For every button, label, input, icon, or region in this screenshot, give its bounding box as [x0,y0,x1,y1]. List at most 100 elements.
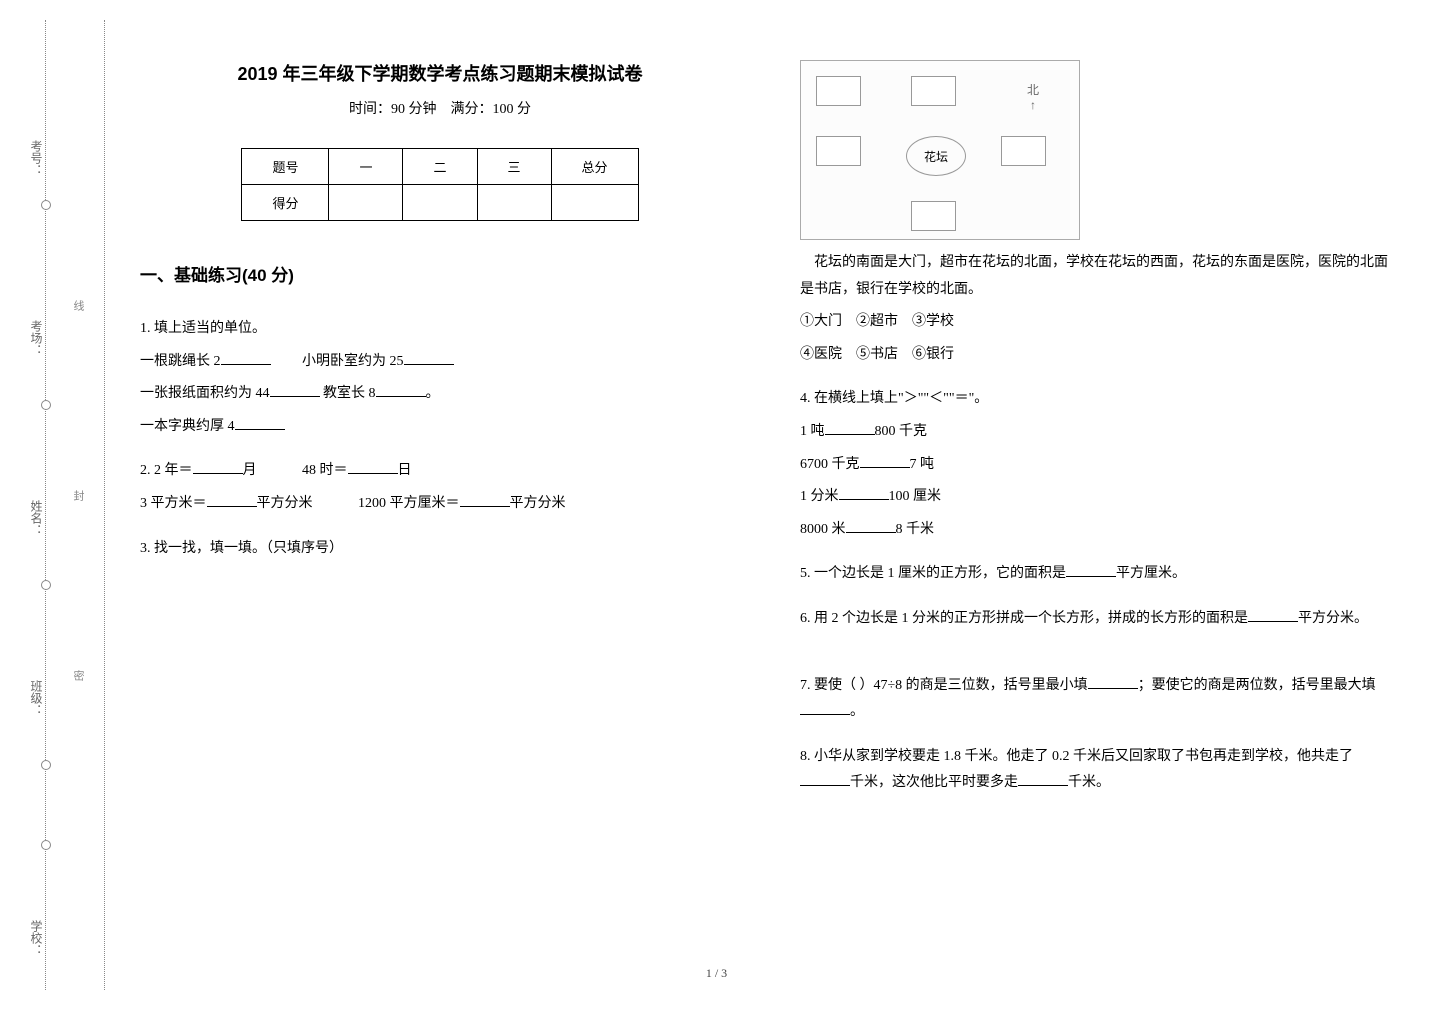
score-table: 题号 一 二 三 总分 得分 [241,148,638,221]
question-2: 2. 2 年＝月 48 时＝日 3 平方米＝平方分米 1200 平方厘米＝平方分… [140,458,740,517]
q3-desc: 花坛的南面是大门，超市在花坛的北面，学校在花坛的西面，花坛的东面是医院，医院的北… [800,250,1400,303]
blank[interactable] [1248,606,1298,622]
q4-l1a: 1 吨 [800,424,825,439]
left-column: 2019 年三年级下学期数学考点练习题期末模拟试卷 时间：90 分钟 满分：10… [140,60,740,815]
q2-p3b: 平方分米 [257,496,313,511]
question-5: 5. 一个边长是 1 厘米的正方形，它的面积是 平方厘米。 [800,561,1400,588]
q7-a: 要使（ ）47÷8 的商是三位数，括号里最小填 [814,678,1088,693]
binding-circle [41,200,51,210]
section-heading: 一、基础练习(40 分) [140,261,740,286]
q4-l3b: 100 厘米 [889,489,942,504]
q5-num: 5. [800,566,811,581]
q1-l1a: 一根跳绳长 2 [140,354,221,369]
binding-label-class: 班级： [28,680,45,716]
q1-l2a: 一张报纸面积约为 44 [140,386,270,401]
blank[interactable] [825,419,875,435]
th-total: 总分 [551,149,638,185]
q6-a: 用 2 个边长是 1 分米的正方形拼成一个长方形，拼成的长方形的面积是 [814,611,1248,626]
q8-a: 小华从家到学校要走 1.8 千米。他走了 0.2 千米后又回家取了书包再走到学校… [814,749,1353,764]
binding-circle [41,840,51,850]
score-cell [551,185,638,221]
q2-p2b: 日 [398,463,412,478]
binding-inner-secret: 密 [70,670,86,681]
north-arrow: 北↑ [1027,81,1039,113]
q4-text: 在横线上填上"＞""＜""＝"。 [814,391,988,406]
q1-text: 填上适当的单位。 [154,321,266,336]
blank[interactable] [800,699,850,715]
blank[interactable] [839,484,889,500]
blank[interactable] [860,452,910,468]
blank[interactable] [235,414,285,430]
page-content: 2019 年三年级下学期数学考点练习题期末模拟试卷 时间：90 分钟 满分：10… [140,60,1400,815]
binding-inner-line: 线 [70,300,86,311]
q1-l2c: 。 [426,386,440,401]
blank[interactable] [460,491,510,507]
binding-inner-seal: 封 [70,490,86,501]
blank[interactable] [270,381,320,397]
q8-b: 千米，这次他比平时要多走 [850,775,1018,790]
q3-diagram: 北↑ 花坛 [800,60,1080,240]
blank[interactable] [1066,561,1116,577]
binding-label-school: 学校： [28,920,45,956]
q6-num: 6. [800,611,811,626]
exam-title: 2019 年三年级下学期数学考点练习题期末模拟试卷 [140,60,740,86]
diagram-cell [1001,136,1046,166]
blank[interactable] [1088,673,1138,689]
q3-opts1: ①大门 ②超市 ③学校 [800,309,1400,336]
q8-c: 千米。 [1068,775,1110,790]
question-1: 1. 填上适当的单位。 一根跳绳长 2 小明卧室约为 25 一张报纸面积约为 4… [140,316,740,440]
q1-l1b: 小明卧室约为 25 [302,354,404,369]
question-3: 3. 找一找，填一填。（只填序号） [140,536,740,563]
q2-p3a: 3 平方米＝ [140,496,207,511]
th-3: 三 [477,149,551,185]
north-label: 北 [1027,83,1039,97]
q3-text: 找一找，填一填。（只填序号） [154,541,343,556]
q2-p2a: 48 时＝ [302,463,348,478]
blank[interactable] [376,381,426,397]
binding-label-examno: 考号： [28,140,45,176]
q4-l1b: 800 千克 [875,424,928,439]
table-row: 得分 [242,185,638,221]
q4-l4b: 8 千米 [896,522,935,537]
blank[interactable] [348,458,398,474]
blank[interactable] [221,349,271,365]
blank[interactable] [207,491,257,507]
q5-b: 平方厘米。 [1116,566,1186,581]
question-7: 7. 要使（ ）47÷8 的商是三位数，括号里最小填 ；要使它的商是两位数，括号里… [800,673,1400,726]
flower-bed: 花坛 [906,136,966,176]
score-cell [403,185,477,221]
q2-p4a: 1200 平方厘米＝ [358,496,460,511]
right-column: 北↑ 花坛 花坛的南面是大门，超市在花坛的北面，学校在花坛的西面，花坛的东面是医… [800,60,1400,815]
flower-bed-label: 花坛 [924,148,948,165]
q8-num: 8. [800,749,811,764]
th-1: 一 [329,149,403,185]
blank[interactable] [404,349,454,365]
blank[interactable] [846,517,896,533]
table-row: 题号 一 二 三 总分 [242,149,638,185]
diagram-cell [816,136,861,166]
q2-p1a: 2 年＝ [154,463,193,478]
diagram-cell [911,76,956,106]
score-cell [329,185,403,221]
binding-strip: 考号： 考场： 姓名： 班级： 学校： 线 封 密 [45,20,105,990]
q5-a: 一个边长是 1 厘米的正方形，它的面积是 [814,566,1066,581]
blank[interactable] [1018,770,1068,786]
diagram-cell [911,201,956,231]
q7-b: ；要使它的商是两位数，括号里最大填 [1138,678,1376,693]
question-4: 4. 在横线上填上"＞""＜""＝"。 1 吨800 千克 6700 千克7 吨… [800,386,1400,543]
q2-num: 2. [140,463,151,478]
page-number: 1 / 3 [706,966,727,981]
q1-l3: 一本字典约厚 4 [140,419,235,434]
q7-num: 7. [800,678,811,693]
score-cell [477,185,551,221]
blank[interactable] [800,770,850,786]
blank[interactable] [193,458,243,474]
binding-circle [41,400,51,410]
question-6: 6. 用 2 个边长是 1 分米的正方形拼成一个长方形，拼成的长方形的面积是平方… [800,606,1400,633]
binding-label-room: 考场： [28,320,45,356]
question-3-desc: 花坛的南面是大门，超市在花坛的北面，学校在花坛的西面，花坛的东面是医院，医院的北… [800,250,1400,368]
q3-opts2: ④医院 ⑤书店 ⑥银行 [800,342,1400,369]
q4-l2a: 6700 千克 [800,457,860,472]
q2-p4b: 平方分米 [510,496,566,511]
binding-circle [41,580,51,590]
